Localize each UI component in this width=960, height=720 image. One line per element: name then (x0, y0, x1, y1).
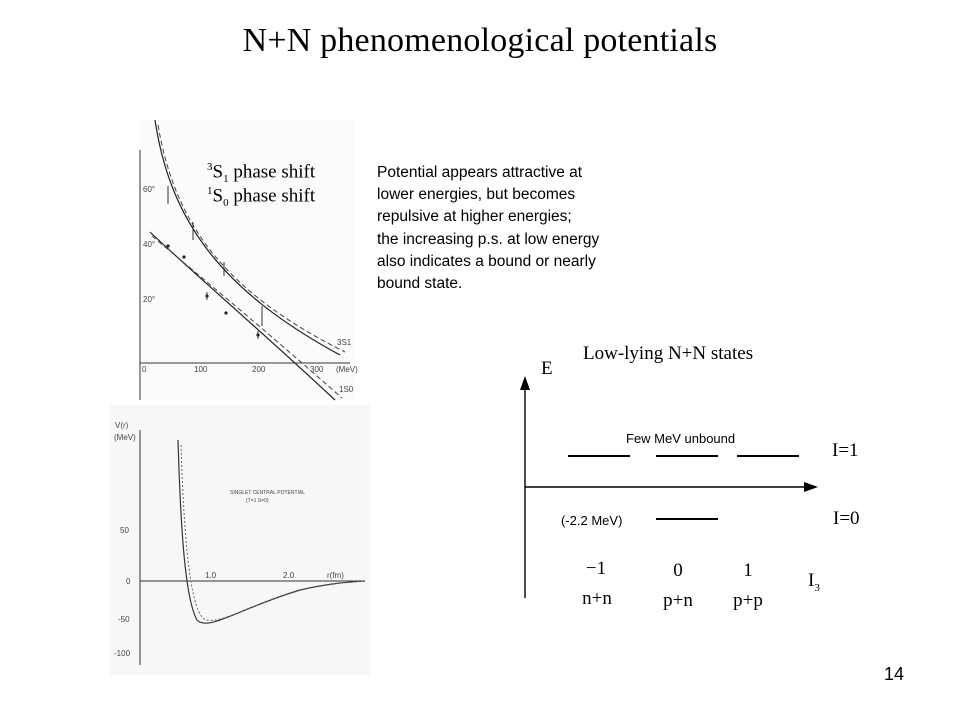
potential-xtick-1: 1.0 (205, 571, 217, 580)
column-pp-i3: 1 (743, 560, 753, 581)
page-number: 14 (883, 664, 904, 684)
potential-x-label: r(fm) (327, 571, 344, 580)
phase-shift-xtick-200: 200 (252, 365, 266, 374)
legend-1s0-text: phase shift (228, 185, 316, 207)
data-point (256, 333, 260, 337)
potential-ytick-50: 50 (120, 526, 129, 535)
legend-3s1: 3S1 phase shift (207, 156, 315, 190)
data-point (182, 255, 186, 259)
column-pn-i3: 0 (673, 560, 683, 581)
page-title: N+N phenomenological potentials (242, 22, 718, 59)
phase-shift-ytick-0: 0 (142, 365, 147, 374)
i3-axis-arrow (804, 482, 818, 492)
legend-3s1-letter: S (212, 161, 224, 183)
curve-1s0 (149, 231, 336, 401)
column-nn-pair: n+n (582, 588, 612, 609)
data-point (166, 244, 170, 248)
phase-shift-ytick-40: 40° (143, 240, 155, 249)
column-pn-pair: p+n (663, 590, 693, 611)
states-title: Low-lying N+N states (583, 343, 754, 364)
legend-1s0: 1S0 phase shift (207, 180, 315, 214)
description-line: lower energies, but becomes (377, 186, 576, 204)
unbound-note: Few MeV unbound (626, 431, 736, 446)
potential-plot: V(r) (MeV) 50 0 -50 -100 1.0 2.0 r(fm) S… (110, 405, 370, 675)
i3-axis-letter: I (808, 570, 815, 591)
description-line: also indicates a bound or nearly (377, 252, 596, 270)
potential-ytick-m100: -100 (114, 649, 131, 658)
energy-label: E (541, 358, 553, 379)
energy-axis-arrow (520, 376, 530, 390)
potential-y-label: V(r) (115, 421, 129, 430)
potential-xtick-2: 2.0 (283, 571, 295, 580)
curve-3s1 (154, 119, 341, 356)
potential-plot-background (110, 405, 370, 675)
description-line: repulsive at higher energies; (377, 208, 572, 226)
legend-1s0-sub: 0 (223, 197, 229, 210)
curve-label-1s0: 1S0 (339, 385, 354, 394)
potential-inset-title: SINGLET CENTRAL POTENTIAL (230, 490, 305, 496)
description-line: bound state. (377, 275, 463, 293)
curve-label-3s1: 3S1 (337, 338, 352, 347)
isospin-1-label: I=1 (832, 440, 859, 461)
legend-3s1-sup: 3 (207, 161, 213, 173)
isospin-0-label: I=0 (833, 508, 860, 529)
column-nn-i3: −1 (585, 558, 607, 579)
legend-3s1-sub: 1 (223, 173, 229, 186)
curve-1s0-dashed (151, 235, 343, 399)
legend-3s1-text: phase shift (228, 161, 316, 183)
potential-ytick-m50: -50 (118, 615, 130, 624)
legend-1s0-sup: 1 (207, 185, 213, 197)
i3-axis-sub: 3 (814, 581, 820, 594)
phase-shift-x-unit: (MeV) (336, 365, 358, 374)
legend-1s0-letter: S (212, 185, 224, 207)
states-diagram (520, 376, 818, 598)
phase-shift-ytick-20: 20° (143, 295, 155, 304)
i3-axis-label: I3 (808, 570, 820, 594)
description: Potential appears attractive at lower en… (377, 162, 667, 295)
description-line: the increasing p.s. at low energy (377, 230, 600, 248)
curve-3s1-dashed (157, 124, 346, 353)
potential-inset-subtitle: (T=1 S=0) (246, 498, 269, 504)
phase-shift-ytick-60: 60° (143, 185, 155, 194)
description-line: Potential appears attractive at (377, 164, 583, 181)
data-point (205, 294, 209, 298)
phase-shift-xtick-300: 300 (310, 365, 324, 374)
binding-energy-note: (-2.2 MeV) (561, 513, 623, 528)
potential-curve-dotted (180, 444, 366, 621)
potential-y-unit: (MeV) (114, 433, 136, 442)
phase-shift-xtick-100: 100 (194, 365, 208, 374)
phase-shift-plot-background (140, 120, 355, 400)
data-point (224, 311, 228, 315)
phase-shift-plot: 60° 40° 20° 0 100 200 300 (MeV) 3S1 1S0 (139, 119, 358, 401)
potential-ytick-0: 0 (126, 577, 131, 586)
column-pp-pair: p+p (733, 590, 763, 611)
